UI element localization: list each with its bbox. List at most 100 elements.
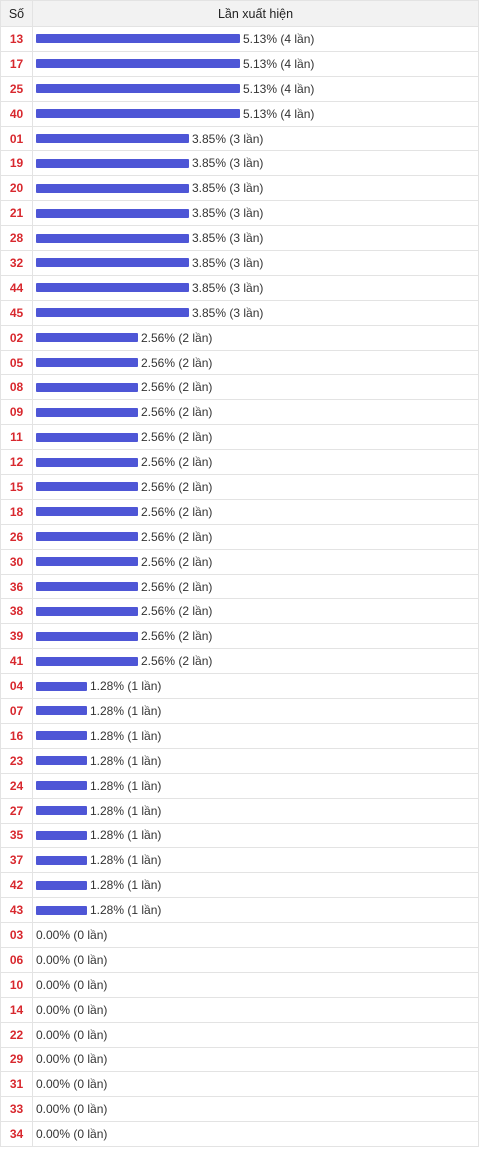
frequency-cell-content: 1.28% (1 lần)	[33, 780, 478, 792]
lottery-number: 08	[0, 374, 33, 401]
frequency-cell-content: 0.00% (0 lần)	[33, 1053, 478, 1065]
frequency-label: 2.56% (2 lần)	[141, 355, 213, 370]
lottery-number: 07	[0, 698, 33, 724]
frequency-cell-content: 1.28% (1 lần)	[33, 879, 478, 891]
frequency-cell-content: 3.85% (3 lần)	[33, 257, 478, 269]
frequency-cell-content: 2.56% (2 lần)	[33, 431, 478, 443]
lottery-number: 40	[0, 100, 33, 127]
frequency-cell-content: 2.56% (2 lần)	[33, 531, 478, 543]
frequency-cell: 1.28% (1 lần)	[32, 722, 479, 749]
table-header-row: Số Lần xuất hiện	[0, 0, 479, 27]
table-row: 20 3.85% (3 lần)	[0, 175, 479, 202]
frequency-label: 2.56% (2 lần)	[141, 654, 213, 669]
lottery-number: 05	[0, 349, 33, 376]
lottery-number: 42	[0, 872, 33, 899]
frequency-cell: 2.56% (2 lần)	[32, 399, 479, 426]
frequency-cell-content: 5.13% (4 lần)	[33, 83, 478, 95]
frequency-label: 0.00% (0 lần)	[36, 1102, 108, 1117]
table-row: 18 2.56% (2 lần)	[0, 498, 479, 525]
frequency-cell: 2.56% (2 lần)	[32, 449, 479, 476]
frequency-cell-content: 0.00% (0 lần)	[33, 1103, 478, 1115]
lottery-number: 10	[0, 971, 33, 998]
frequency-cell-content: 5.13% (4 lần)	[33, 58, 478, 70]
frequency-label: 5.13% (4 lần)	[243, 81, 315, 96]
frequency-label: 0.00% (0 lần)	[36, 1127, 108, 1142]
frequency-label: 2.56% (2 lần)	[141, 405, 213, 420]
frequency-cell-content: 1.28% (1 lần)	[33, 755, 478, 767]
table-row: 25 5.13% (4 lần)	[0, 75, 479, 102]
frequency-cell: 0.00% (0 lần)	[32, 996, 479, 1023]
lottery-number: 23	[0, 747, 33, 774]
frequency-cell-content: 0.00% (0 lần)	[33, 1078, 478, 1090]
frequency-bar	[36, 258, 189, 268]
frequency-cell-content: 5.13% (4 lần)	[33, 108, 478, 120]
frequency-bar	[36, 681, 87, 691]
frequency-label: 3.85% (3 lần)	[192, 255, 264, 270]
frequency-bar	[36, 333, 138, 343]
lottery-number: 22	[0, 1021, 33, 1048]
frequency-label: 2.56% (2 lần)	[141, 529, 213, 544]
table-row: 31 0.00% (0 lần)	[0, 1071, 479, 1098]
frequency-cell-content: 0.00% (0 lần)	[33, 979, 478, 991]
frequency-cell: 2.56% (2 lần)	[32, 598, 479, 625]
frequency-cell: 2.56% (2 lần)	[32, 573, 479, 600]
frequency-label: 5.13% (4 lần)	[243, 56, 315, 71]
frequency-bar	[36, 781, 87, 791]
lottery-number: 35	[0, 822, 33, 849]
frequency-label: 1.28% (1 lần)	[90, 853, 162, 868]
frequency-bar	[36, 830, 87, 840]
lottery-number: 37	[0, 847, 33, 874]
frequency-bar	[36, 432, 138, 442]
frequency-cell: 0.00% (0 lần)	[32, 1046, 479, 1073]
lottery-number: 17	[0, 50, 33, 77]
table-body: 13 5.13% (4 lần) 17 5.13% (4 lần) 25 5.13% (4…	[0, 26, 479, 1148]
frequency-bar	[36, 582, 138, 592]
frequency-cell: 3.85% (3 lần)	[32, 225, 479, 252]
frequency-label: 1.28% (1 lần)	[90, 828, 162, 843]
frequency-cell: 1.28% (1 lần)	[32, 698, 479, 724]
frequency-cell: 1.28% (1 lần)	[32, 747, 479, 774]
frequency-label: 3.85% (3 lần)	[192, 305, 264, 320]
frequency-cell-content: 1.28% (1 lần)	[33, 680, 478, 692]
lottery-number: 27	[0, 797, 33, 824]
frequency-label: 1.28% (1 lần)	[90, 753, 162, 768]
table-row: 19 3.85% (3 lần)	[0, 150, 479, 177]
lottery-number: 39	[0, 623, 33, 650]
lottery-number: 15	[0, 474, 33, 500]
frequency-bar	[36, 208, 189, 218]
frequency-label: 1.28% (1 lần)	[90, 728, 162, 743]
table-row: 12 2.56% (2 lần)	[0, 449, 479, 476]
table-row: 28 3.85% (3 lần)	[0, 225, 479, 252]
frequency-cell-content: 2.56% (2 lần)	[33, 605, 478, 617]
table-row: 03 0.00% (0 lần)	[0, 922, 479, 948]
frequency-label: 0.00% (0 lần)	[36, 928, 108, 942]
frequency-bar	[36, 706, 87, 716]
table-row: 23 1.28% (1 lần)	[0, 747, 479, 774]
frequency-bar	[36, 880, 87, 890]
frequency-cell-content: 0.00% (0 lần)	[33, 929, 478, 941]
table-row: 30 2.56% (2 lần)	[0, 548, 479, 575]
table-row: 01 3.85% (3 lần)	[0, 125, 479, 152]
frequency-cell: 3.85% (3 lần)	[32, 299, 479, 326]
frequency-bar	[36, 84, 240, 94]
frequency-label: 1.28% (1 lần)	[90, 903, 162, 918]
frequency-label: 2.56% (2 lần)	[141, 604, 213, 619]
lottery-number: 33	[0, 1096, 33, 1123]
lottery-number: 32	[0, 250, 33, 276]
frequency-cell: 5.13% (4 lần)	[32, 26, 479, 52]
frequency-label: 1.28% (1 lần)	[90, 803, 162, 818]
frequency-bar	[36, 482, 138, 492]
table-row: 45 3.85% (3 lần)	[0, 299, 479, 326]
frequency-bar	[36, 34, 240, 44]
frequency-label: 2.56% (2 lần)	[141, 430, 213, 445]
frequency-cell: 2.56% (2 lần)	[32, 623, 479, 650]
frequency-cell-content: 3.85% (3 lần)	[33, 157, 478, 169]
frequency-cell: 1.28% (1 lần)	[32, 772, 479, 799]
table-row: 15 2.56% (2 lần)	[0, 474, 479, 500]
frequency-bar	[36, 407, 138, 417]
table-row: 29 0.00% (0 lần)	[0, 1046, 479, 1073]
frequency-cell: 3.85% (3 lần)	[32, 274, 479, 301]
frequency-bar	[36, 855, 87, 865]
table-row: 26 2.56% (2 lần)	[0, 523, 479, 550]
frequency-label: 0.00% (0 lần)	[36, 1052, 108, 1067]
